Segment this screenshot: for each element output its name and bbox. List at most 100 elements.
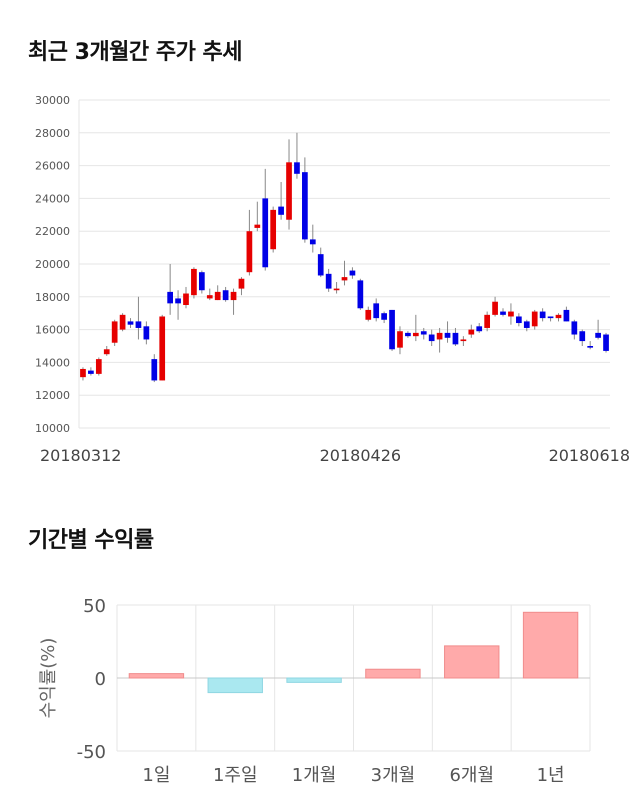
candle-down [143,326,150,340]
price-trend-title: 최근 3개월간 주가 추세 [28,40,242,65]
candle-down [325,273,332,289]
candle-down [88,370,94,374]
candle-down [135,321,142,328]
candle-up [333,288,340,291]
candle-down [579,331,586,342]
candle-down [349,270,356,276]
candle-up [412,332,419,337]
x-category-label: 1주일 [213,765,258,786]
candle-down [294,162,300,174]
candle-up [341,277,348,281]
candle-up [555,314,562,319]
period-return-title: 기간별 수익률 [28,528,154,553]
candle-down [563,309,570,322]
candle-down [198,272,205,291]
candle-down [262,198,269,268]
candle-down [309,239,316,245]
candle-down [420,331,427,335]
candle-down [587,346,594,348]
candle-down [222,290,229,301]
candle-up [286,162,292,220]
y-tick-label: 22000 [35,225,70,238]
candle-down [452,332,459,345]
y-tick-label: -50 [77,742,106,763]
candle-down [539,311,546,319]
candle-up [230,291,237,301]
y-tick-label: 16000 [35,324,70,337]
candle-down [603,334,609,351]
x-category-label: 3개월 [371,765,416,786]
x-category-label: 6개월 [449,765,494,786]
candle-up [119,314,126,330]
candle-up [80,368,86,378]
y-tick-label: 14000 [35,356,70,369]
candle-up [111,321,118,343]
y-tick-label: 18000 [35,291,70,304]
y-tick-label: 30000 [35,94,70,107]
candle-up [238,278,245,289]
y-tick-label: 26000 [35,160,70,173]
x-category-label: 1일 [142,765,170,786]
y-tick-label: 12000 [35,389,70,402]
candle-down [357,280,364,309]
candle-down [389,309,395,350]
candle-down [516,316,522,324]
x-tick-label: 20180426 [320,446,401,465]
candle-down [547,316,554,319]
candle-up [95,359,102,374]
candle-down [373,303,380,319]
candle-up [159,316,166,381]
y-axis-label: 수익률(%) [38,638,59,719]
candle-up [531,311,538,327]
candle-down [167,291,173,304]
candle-up [397,331,403,348]
y-tick-label: 28000 [35,127,70,140]
candle-up [436,332,443,340]
candle-down [595,332,601,338]
candle-up [492,301,498,315]
y-tick-label: 20000 [35,258,70,271]
candle-down [476,326,483,332]
candle-up [468,329,475,335]
candle-up [206,295,213,299]
candle-up [460,339,467,342]
candle-down [444,332,451,338]
candle-up [191,268,197,296]
candle-down [151,359,158,381]
candle-up [270,209,277,250]
candle-up [484,314,491,328]
x-tick-label: 20180312 [40,446,121,465]
candle-down [175,298,181,304]
bar-positive [522,611,579,679]
candle-up [365,309,372,320]
candle-up [214,291,221,301]
candle-down [405,332,411,337]
x-category-label: 1개월 [292,765,337,786]
y-tick-label: 50 [83,596,106,617]
candle-up [183,293,189,305]
bar-negative [286,677,342,683]
candle-down [317,254,324,276]
candle-down [500,311,506,315]
bar-negative [207,677,263,694]
y-tick-label: 0 [95,669,106,690]
candle-down [523,321,530,328]
candlestick-chart: 30000 28000 26000 24000 22000 20000 18000 16000… [35,94,630,465]
candle-down [302,172,308,240]
candle-up [254,224,261,228]
candle-up [103,349,110,355]
bar-positive [128,673,185,679]
y-tick-label: 24000 [35,192,70,205]
bar-positive [365,668,421,679]
candle-down [127,321,134,325]
bar-positive [444,645,500,679]
candle-up [508,311,514,317]
y-tick-label: 10000 [35,422,70,435]
x-tick-label: 20180618 [549,446,630,465]
candle-down [571,321,578,335]
candle-down [278,206,284,215]
x-category-label: 1년 [537,765,565,786]
candle-down [428,334,435,342]
candle-up [246,231,253,273]
